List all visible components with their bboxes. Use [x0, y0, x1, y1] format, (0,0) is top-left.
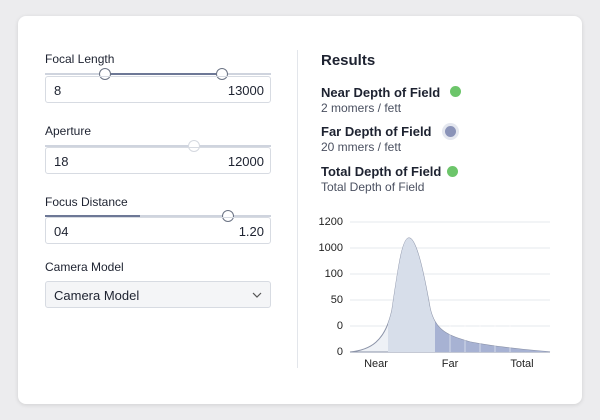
result-detail: 2 momers / fett — [321, 101, 402, 115]
field-label: Focus Distance — [45, 195, 128, 209]
select-value: Camera Model — [54, 288, 140, 303]
max-value: 12000 — [227, 154, 264, 169]
y-tick-label: 1200 — [319, 216, 343, 228]
result-detail: 20 mmers / fett — [321, 140, 402, 154]
slider-track[interactable] — [45, 215, 271, 217]
x-tick-label: Far — [442, 358, 459, 370]
focus-region — [388, 238, 435, 352]
field-label: Focal Length — [45, 52, 115, 66]
chevron — [252, 292, 262, 298]
slider-range — [105, 73, 222, 75]
y-tick-label: 100 — [325, 268, 343, 280]
min-value: 04 — [54, 224, 69, 239]
status-dot — [450, 86, 461, 97]
y-tick-label: 50 — [331, 294, 343, 306]
range-input[interactable]: 18 12000 — [45, 147, 271, 174]
slider-thumb[interactable] — [216, 68, 228, 80]
y-tick-label: 0 — [337, 346, 343, 358]
result-detail: Total Depth of Field — [321, 180, 425, 194]
min-value: 8 — [54, 83, 62, 98]
y-tick-label: 0 — [337, 320, 343, 332]
result-label: Near Depth of Field — [321, 85, 441, 100]
status-dot — [447, 166, 458, 177]
y-tick-label: 1000 — [319, 242, 343, 254]
range-input[interactable]: 8 13000 — [45, 76, 271, 103]
range-input[interactable]: 04 1.20 — [45, 217, 271, 244]
status-dot — [445, 126, 456, 137]
field-label: Camera Model — [45, 260, 124, 274]
min-value: 18 — [54, 154, 69, 169]
x-tick-label: Total — [510, 358, 533, 370]
slider-thumb[interactable] — [222, 210, 234, 222]
dof-chart: Total Far Near 0 0 50 100 1000 1200 — [319, 216, 551, 370]
result-label: Total Depth of Field — [321, 164, 442, 179]
select[interactable]: Camera Model — [45, 281, 271, 308]
max-value: 1.20 — [238, 224, 264, 239]
region-bands — [449, 320, 511, 352]
results-title: Results — [321, 52, 376, 69]
slider-thumb[interactable] — [99, 68, 111, 80]
max-value: 13000 — [227, 83, 264, 98]
result-label: Far Depth of Field — [321, 124, 432, 139]
divider — [297, 50, 298, 368]
slider-thumb[interactable] — [188, 140, 200, 152]
card — [18, 16, 582, 404]
x-tick-label: Near — [364, 358, 388, 370]
slider-range — [45, 215, 140, 217]
field-label: Aperture — [45, 124, 92, 138]
far-region — [435, 321, 550, 352]
slider-track[interactable] — [45, 145, 271, 147]
